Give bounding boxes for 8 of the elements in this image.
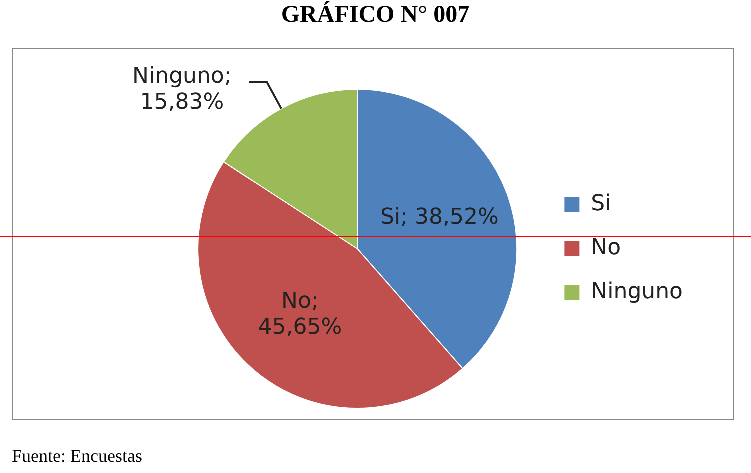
source-note: Fuente: Encuestas [12,446,142,467]
legend-label: Si [591,192,612,217]
legend-label: Ninguno [591,280,684,305]
data-label: No; 45,65% [258,289,342,340]
data-label: Ninguno; 15,83% [132,64,232,116]
data-label: Si; 38,52% [380,204,499,230]
chart-title: GRÁFICO N° 007 [280,2,471,29]
legend-label: No [591,236,622,261]
